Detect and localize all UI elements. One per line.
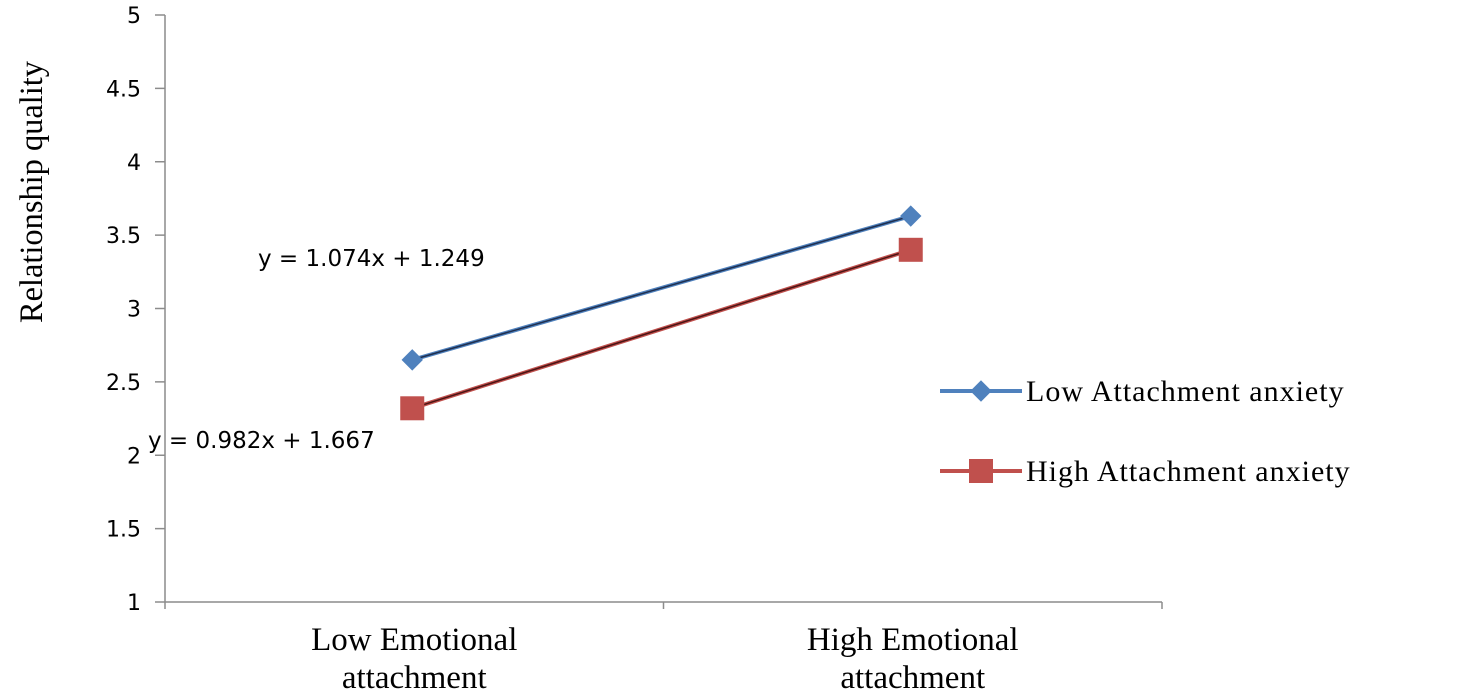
y-tick-label: 4 bbox=[127, 151, 141, 176]
legend-label: High Attachment anxiety bbox=[1026, 455, 1351, 488]
data-point bbox=[900, 205, 922, 227]
trendline-equations: y = 1.074x + 1.249 y = 0.982x + 1.667 bbox=[148, 246, 485, 454]
series-square bbox=[400, 237, 923, 421]
data-point bbox=[401, 349, 423, 371]
data-point bbox=[898, 237, 923, 262]
legend: Low Attachment anxiety High Attachment an… bbox=[940, 375, 1351, 488]
y-tick-label: 1 bbox=[127, 591, 141, 616]
y-tick-label: 3 bbox=[127, 298, 141, 323]
x-category-label: Low Emotional attachment bbox=[311, 622, 517, 694]
x-category-label: High Emotional attachment bbox=[807, 622, 1019, 694]
series-layer bbox=[400, 205, 923, 421]
legend-item: High Attachment anxiety bbox=[940, 455, 1351, 488]
y-tick-label: 2.5 bbox=[106, 371, 141, 396]
y-tick-label: 1.5 bbox=[106, 518, 141, 543]
legend-marker bbox=[970, 380, 992, 402]
x-category-label-line: High Emotional bbox=[807, 622, 1019, 658]
trendline bbox=[412, 215, 911, 361]
trendline bbox=[412, 249, 911, 410]
y-axis: 1 1.5 2 2.5 3 3.5 4 4.5 5 bbox=[106, 4, 166, 616]
y-tick-label: 3.5 bbox=[106, 224, 141, 249]
trendline-equation: y = 0.982x + 1.667 bbox=[148, 428, 375, 454]
legend-marker bbox=[969, 459, 993, 483]
legend-label: Low Attachment anxiety bbox=[1026, 375, 1345, 408]
x-category-label-line: Low Emotional bbox=[311, 622, 517, 658]
x-category-label-line: attachment bbox=[840, 660, 985, 694]
data-point bbox=[400, 396, 425, 421]
y-tick-label: 5 bbox=[127, 4, 141, 29]
series-diamond bbox=[401, 205, 922, 371]
y-tick-label: 4.5 bbox=[106, 77, 141, 102]
y-tick-label: 2 bbox=[127, 444, 141, 469]
y-axis-label: Relationship quality bbox=[14, 61, 50, 323]
legend-item: Low Attachment anxiety bbox=[940, 375, 1345, 408]
y-ticks: 1 1.5 2 2.5 3 3.5 4 4.5 5 bbox=[106, 4, 165, 616]
x-category-label-line: attachment bbox=[342, 660, 487, 694]
trendline-equation: y = 1.074x + 1.249 bbox=[258, 246, 485, 272]
